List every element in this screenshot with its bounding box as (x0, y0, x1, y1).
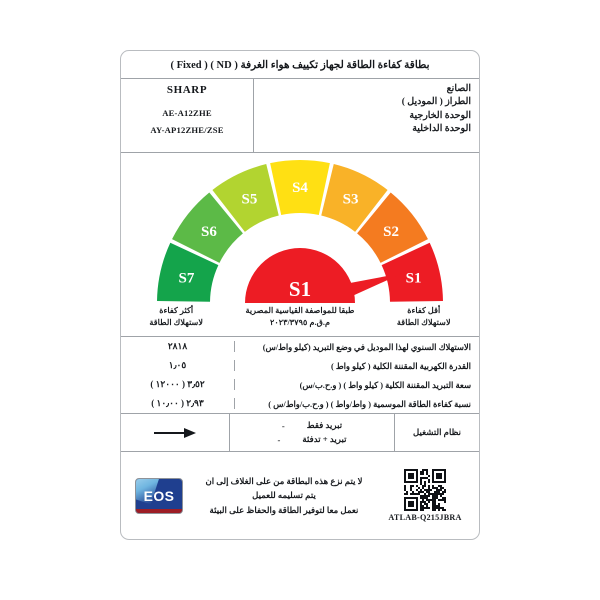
gauge-hub-label: S1 (289, 277, 311, 301)
gauge-segment-s1 (381, 242, 443, 302)
model-label: الطراز ( الموديل ) (401, 97, 471, 108)
most-efficient-caption: أكثر كفاءة لاستهلاك الطاقة (121, 305, 231, 330)
least-efficient-line1: أقل كفاءة (407, 306, 441, 315)
spec-value: ١٫٠٥ (121, 360, 235, 371)
gauge-segment-s5 (212, 164, 279, 232)
eos-logo-text: EOS (143, 487, 175, 504)
gauge-segment-label-s1: S1 (406, 271, 422, 287)
gauge-segment-s7 (157, 242, 219, 302)
efficiency-gauge: S7 S6 S5 S4 S3 S2 S1 S1 (121, 153, 479, 303)
manufacturer-spacer (253, 79, 351, 152)
manufacturer-label-column: الصانع الطراز ( الموديل ) الوحدة الخارجي… (351, 79, 479, 152)
gauge-segment-s4 (270, 160, 330, 215)
standard-caption: طبقا للمواصفة القياسية المصرية م.ق.م ٢٠٢… (231, 305, 368, 330)
operation-mode-title: نظام التشغيل (412, 427, 462, 437)
eos-logo: EOS (135, 477, 183, 514)
gauge-segment-group: S7 S6 S5 S4 S3 S2 S1 (157, 160, 443, 302)
gauge-segment-s6 (172, 192, 243, 263)
operation-mode-row: نظام التشغيل تبريد فقط - تبريد + تدفئة - (121, 414, 479, 452)
spec-description: القدرة الكهربية المقننة الكلية ( كيلو وا… (330, 361, 471, 371)
label-footer: ATLAB-Q215JBRA لا يتم نزع هذه البطاقة من… (121, 452, 479, 539)
manufacturer-section: الصانع الطراز ( الموديل ) الوحدة الخارجي… (121, 79, 479, 153)
outdoor-unit-label: الوحدة الخارجية (409, 110, 471, 121)
energy-label-card: بطاقة كفاءة الطاقة لجهاز تكييف هواء الغر… (120, 50, 480, 540)
qr-code-icon (404, 469, 446, 511)
gauge-pointer-needle (350, 273, 403, 297)
spec-description: سعة التبريد المقننة الكلية ( كيلو واط ) … (299, 380, 471, 390)
operation-mode-option[interactable]: تبريد فقط - (282, 420, 342, 431)
gauge-caption-row: أقل كفاءة لاستهلاك الطاقة طبقا للمواصفة … (121, 303, 479, 337)
most-efficient-line2: لاستهلاك الطاقة (149, 318, 204, 328)
operation-mode-option-dash: - (277, 434, 281, 445)
gauge-segment-label-s4: S4 (292, 180, 308, 196)
least-efficient-line2: لاستهلاك الطاقة (396, 318, 451, 328)
footer-note-line1: لا يتم نزع هذه البطاقة من على الغلاف إلى… (205, 476, 363, 487)
most-efficient-line1: أكثر كفاءة (159, 306, 194, 315)
operation-mode-option-label: تبريد فقط (306, 420, 343, 430)
operation-mode-option-dash: - (281, 420, 285, 431)
qr-section: ATLAB-Q215JBRA (377, 469, 473, 522)
gauge-hub-dome (245, 248, 355, 303)
eos-logo-bar (136, 508, 182, 513)
standard-line2: م.ق.م ٢٠٢٣/٣٧٩٥ (269, 318, 331, 328)
gauge-segment-label-s2: S2 (383, 224, 399, 240)
table-row: الاستهلاك السنوي لهذا الموديل في وضع الت… (121, 337, 479, 356)
gauge-segment-label-s5: S5 (242, 192, 258, 208)
manufacturer-value-column: SHARP AE-A12ZHE AY-AP12ZHE/ZSE (121, 79, 253, 152)
footer-note-line3: نعمل معا لتوفير الطاقة والحفاظ على البيئ… (209, 504, 359, 515)
gauge-segment-label-s6: S6 (201, 224, 217, 240)
brand-value: SHARP (166, 84, 208, 96)
least-efficient-caption: أقل كفاءة لاستهلاك الطاقة (369, 305, 479, 330)
label-title-row: بطاقة كفاءة الطاقة لجهاز تكييف هواء الغر… (121, 51, 479, 79)
operation-mode-selection-cell (121, 414, 229, 451)
gauge-segment-s2 (357, 192, 428, 263)
table-row: سعة التبريد المقننة الكلية ( كيلو واط ) … (121, 375, 479, 394)
gauge-svg: S7 S6 S5 S4 S3 S2 S1 S1 (157, 160, 443, 303)
gauge-segment-s3 (321, 164, 388, 232)
arrow-right-icon (154, 427, 196, 438)
indoor-model-value: AY-AP12ZHE/ZSE (150, 125, 224, 135)
spec-description: نسبة كفاءة الطاقة الموسمية ( واط/واط ) (… (268, 399, 471, 409)
gauge-segment-label-s3: S3 (343, 192, 359, 208)
operation-mode-option-label: تبريد + تدفئة (302, 434, 347, 444)
maker-label: الصانع (446, 84, 471, 94)
spec-value: ٣٫٥٢ ( ١٢٠٠٠ ) (121, 379, 235, 390)
indoor-unit-label: الوحدة الداخلية (412, 124, 471, 135)
table-row: نسبة كفاءة الطاقة الموسمية ( واط/واط ) (… (121, 394, 479, 413)
standard-line1: طبقا للمواصفة القياسية المصرية (245, 306, 355, 315)
spec-value: ٢٫٩٣ ( ١٠٫٠٠ ) (121, 398, 235, 409)
eos-logo-cell: EOS (127, 477, 191, 514)
operation-mode-option[interactable]: تبريد + تدفئة - (278, 434, 347, 445)
operation-mode-options: تبريد فقط - تبريد + تدفئة - (229, 414, 395, 451)
gauge-hub: S1 (245, 248, 403, 303)
specifications-table: الاستهلاك السنوي لهذا الموديل في وضع الت… (121, 337, 479, 414)
gauge-segment-label-s7: S7 (178, 271, 194, 287)
qr-caption: ATLAB-Q215JBRA (388, 513, 462, 522)
page-title: بطاقة كفاءة الطاقة لجهاز تكييف هواء الغر… (170, 59, 430, 71)
footer-note: لا يتم نزع هذه البطاقة من على الغلاف إلى… (191, 474, 377, 517)
table-row: القدرة الكهربية المقننة الكلية ( كيلو وا… (121, 356, 479, 375)
footer-note-line2: يتم تسليمه للعميل (252, 490, 316, 501)
spec-description: الاستهلاك السنوي لهذا الموديل في وضع الت… (262, 342, 471, 352)
spec-value: ٢٨١٨ (121, 341, 235, 352)
outdoor-model-value: AE-A12ZHE (162, 108, 212, 118)
